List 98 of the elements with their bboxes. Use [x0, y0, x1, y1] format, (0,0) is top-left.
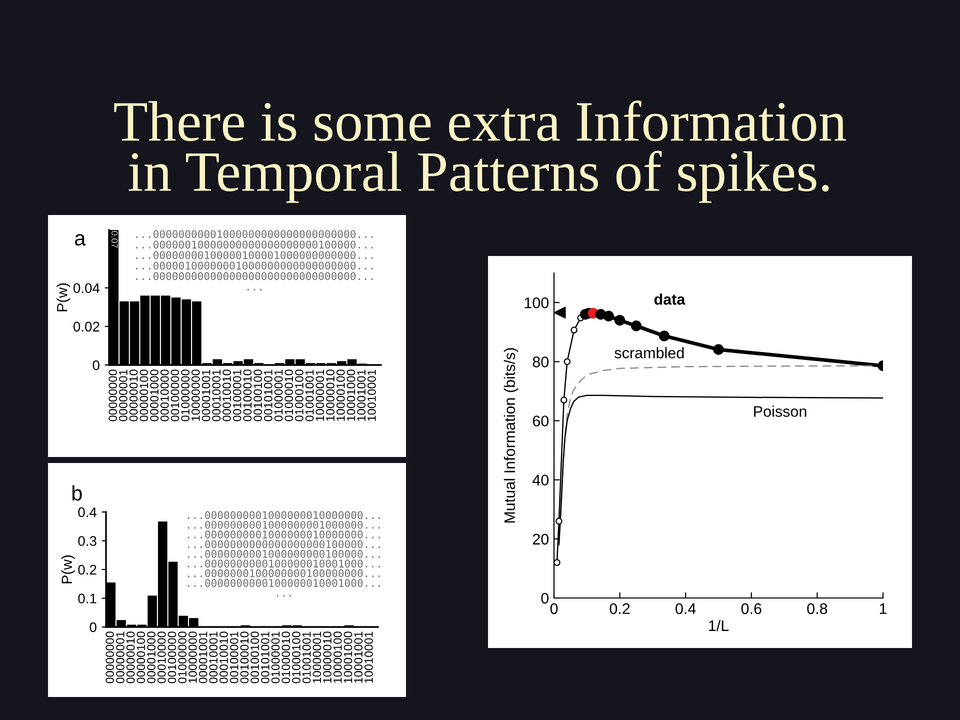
x-tick-label: 00010001 — [212, 370, 221, 422]
y-tick-label: 0 — [92, 360, 100, 370]
annotation: ...0000000001000000000100000... — [188, 550, 380, 558]
x-tick-label: 0.8 — [807, 603, 828, 614]
x-tick-label: 01001001 — [302, 632, 311, 684]
x-tick-label: 10000000 — [188, 632, 197, 683]
text: a — [74, 234, 86, 246]
x-tick-label: 00100010 — [240, 632, 249, 684]
y-tick-label: 80 — [532, 356, 549, 368]
annotation: ...0000000000000000000100000... — [188, 540, 380, 548]
y-tick-label: 0.4 — [78, 507, 97, 518]
x-tick-label: 00100000 — [168, 632, 176, 684]
x-tick-label: 00000001 — [116, 632, 124, 684]
x-tick-label: 00000100 — [136, 632, 146, 684]
annotation: ...00000000100000100001000000000000... — [136, 251, 373, 260]
y-tick-label: 0.02 — [73, 322, 100, 332]
x-tick-label: 0.4 — [676, 603, 696, 614]
x-tick-label: 00001000 — [150, 370, 158, 422]
x-tick-label: 00000010 — [129, 370, 138, 422]
x-tick-label: 01000010 — [282, 632, 290, 684]
x-tick-label: 00001001 — [198, 632, 208, 684]
x-tick-label: 10000000 — [192, 370, 200, 421]
x-tick-label: 00000100 — [140, 370, 148, 422]
annotation: ...0000000001000000010000000... — [188, 530, 380, 539]
chart-title: There is some extra Information in Temporal Patterns of spikes. — [114, 100, 846, 203]
x-tick-label: 10010001 — [364, 632, 373, 683]
x-tick-label: 00100001 — [230, 632, 238, 684]
x-tick-label: 00010010 — [222, 370, 231, 422]
y-tick-label: 0 — [90, 622, 96, 632]
x-tick-label: 00010000 — [157, 632, 166, 684]
annotation: ... — [248, 288, 262, 290]
y-axis-title: P(w) — [56, 283, 70, 312]
x-tick-label: 00100000 — [170, 370, 180, 422]
series-label: data — [654, 294, 686, 305]
x-tick-label: 00010000 — [160, 370, 169, 422]
annotation: ...0000000001000000010000000... — [188, 511, 380, 520]
annotation: ...00000010000000000000000000100000... — [136, 240, 373, 249]
y-tick-label: 20 — [532, 534, 549, 545]
annotation: ...00000000000000000000000000000000... — [136, 272, 373, 280]
x-tick-label: 1 — [880, 603, 887, 614]
x-tick-label: 00100100 — [250, 632, 259, 684]
x-tick-label: 01000001 — [271, 632, 280, 684]
y-tick-label: 0.2 — [78, 564, 96, 575]
x-tick-label: 10000010 — [326, 370, 334, 421]
annotation: ...00000100000001000000000000000000... — [136, 262, 373, 270]
annotation: ...00000000001000000000000000000000... — [136, 230, 373, 238]
annotation: ...0000000000100000010001000... — [188, 560, 380, 568]
x-tick-label: 0.6 — [741, 603, 762, 614]
data-label: 0.07 — [111, 231, 118, 248]
x-tick-label: 10000010 — [323, 632, 332, 683]
x-tick-label: 0.2 — [610, 603, 630, 614]
y-tick-label: 0.04 — [73, 283, 100, 294]
x-tick-label: 10001000 — [344, 632, 352, 683]
x-tick-label: 10001001 — [357, 370, 366, 421]
annotation: ...0000000100000000100000000... — [188, 569, 380, 578]
y-tick-label: 0.3 — [78, 536, 96, 546]
x-tick-label: 00000000 — [106, 632, 114, 684]
x-tick-label: 01000000 — [181, 370, 190, 422]
x-tick-label: 10000100 — [336, 370, 345, 421]
x-tick-label: 10001001 — [354, 632, 363, 683]
series-label: Poisson — [754, 406, 806, 417]
x-tick-label: 00100100 — [254, 370, 262, 422]
x-tick-label: 00101001 — [264, 370, 272, 422]
x-tick-label: 01000001 — [274, 370, 283, 422]
y-tick-label: 0.1 — [78, 594, 96, 604]
y-axis-title: Mutual Information (bits/s) — [504, 348, 518, 523]
x-tick-label: 01000000 — [178, 632, 187, 684]
series-label: scrambled — [614, 347, 684, 358]
y-tick-label: 60 — [532, 416, 549, 426]
x-tick-label: 10000001 — [312, 632, 322, 683]
x-tick-label: 00010010 — [220, 632, 228, 684]
x-axis-title: 1/L — [709, 620, 729, 632]
x-tick-label: 10000100 — [333, 632, 342, 683]
x-tick-label: 00010001 — [209, 632, 218, 684]
x-tick-label: 01001001 — [305, 370, 314, 422]
x-tick-label: 00100010 — [243, 370, 252, 422]
x-tick-label: 00100001 — [232, 370, 242, 422]
text: b — [72, 485, 82, 501]
x-tick-label: 01000100 — [292, 632, 300, 684]
x-tick-label: 10010001 — [368, 370, 376, 421]
x-tick-label: 01000010 — [284, 370, 294, 422]
x-tick-label: 10001000 — [346, 370, 356, 421]
y-tick-label: 0 — [541, 592, 549, 604]
x-tick-label: 00101001 — [260, 632, 270, 684]
x-tick-label: 00000000 — [108, 370, 118, 422]
x-tick-label: 01000100 — [295, 370, 304, 422]
annotation: ... — [276, 594, 291, 597]
y-axis-title: P(w) — [61, 555, 75, 584]
x-tick-label: 00001000 — [147, 632, 156, 684]
x-tick-label: 0 — [550, 603, 558, 614]
annotation: ...0000000001000000001000000... — [188, 520, 380, 529]
x-tick-label: 10000001 — [316, 370, 324, 421]
x-tick-label: 00001001 — [202, 370, 210, 422]
annotation: ...0000000000100000010001000... — [188, 578, 380, 587]
x-tick-label: 00000001 — [119, 370, 128, 422]
x-tick-label: 00000010 — [126, 632, 135, 684]
y-tick-label: 100 — [524, 297, 549, 308]
y-tick-label: 40 — [532, 474, 549, 486]
